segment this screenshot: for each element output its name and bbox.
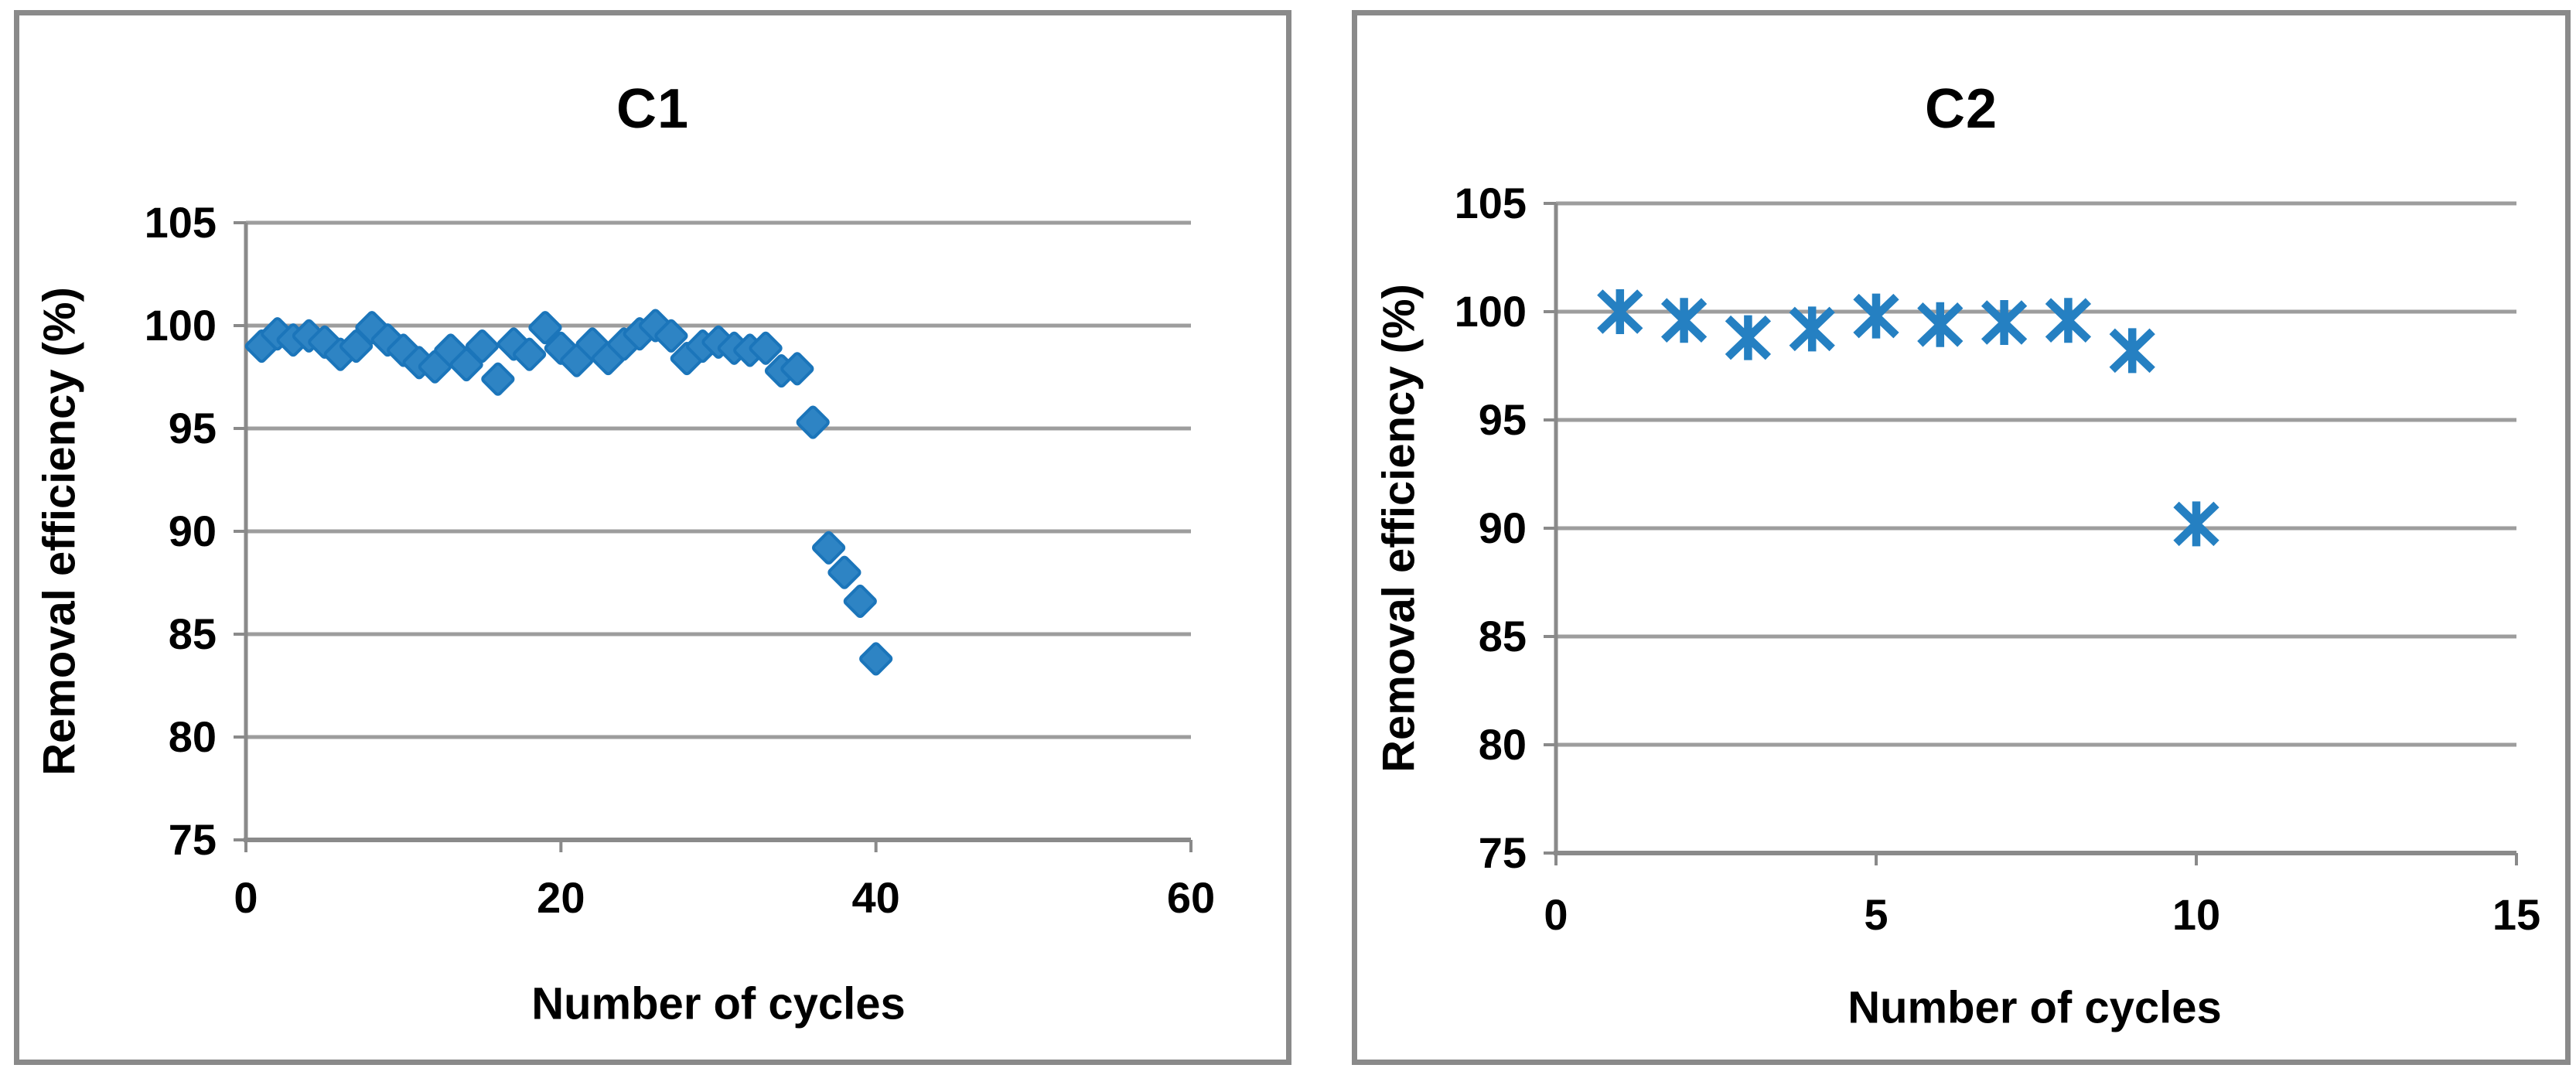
diamond-marker — [654, 319, 688, 353]
x-tick-label: 0 — [234, 873, 258, 922]
y-tick-label: 85 — [169, 609, 217, 658]
chart-title: C2 — [1924, 78, 1998, 140]
diamond-marker — [827, 555, 862, 589]
y-tick-label: 100 — [145, 301, 217, 350]
diamond-marker-shape — [843, 584, 877, 618]
y-tick-label: 105 — [1455, 179, 1527, 227]
asterisk-marker — [1981, 300, 2028, 345]
asterisk-marker — [1660, 298, 1708, 343]
chart-panel-c1: C1 Removal efficiency (%) Number of cycl… — [14, 10, 1291, 1065]
chart-title: C1 — [616, 78, 690, 140]
diamond-marker-shape — [481, 362, 515, 396]
diamond-marker-shape — [465, 329, 500, 363]
y-tick-label: 95 — [169, 404, 217, 452]
diamond-marker — [859, 642, 893, 676]
diamond-marker-shape — [859, 642, 893, 676]
x-tick-label: 60 — [1167, 873, 1215, 922]
x-tick-label: 15 — [2492, 890, 2540, 939]
x-tick-label: 10 — [2172, 890, 2220, 939]
asterisk-marker — [1789, 306, 1835, 352]
asterisk-marker — [2173, 501, 2219, 547]
y-tick-label: 95 — [1479, 395, 1527, 444]
y-tick-label: 80 — [169, 712, 217, 761]
x-tick-label: 5 — [1864, 890, 1888, 939]
diamond-marker — [796, 405, 830, 439]
x-axis-title: Number of cycles — [1848, 982, 2222, 1033]
asterisk-marker — [1597, 289, 1643, 334]
plot-area: 75 80 85 90 95 100 105 0 20 40 60 — [145, 198, 1216, 922]
diamond-marker — [465, 329, 500, 363]
x-axis-title: Number of cycles — [531, 978, 906, 1029]
x-tick-label: 40 — [852, 873, 900, 922]
asterisk-marker — [1917, 302, 1964, 347]
y-tick-label: 100 — [1455, 287, 1527, 336]
diamond-marker — [513, 337, 547, 371]
diamond-marker — [843, 584, 877, 618]
diamond-marker — [481, 362, 515, 396]
asterisk-marker — [1725, 315, 1772, 360]
diamond-marker-shape — [796, 405, 830, 439]
asterisk-marker — [1853, 293, 1899, 339]
diamond-marker — [528, 311, 562, 345]
diamond-marker-shape — [749, 331, 783, 365]
diamond-marker — [780, 352, 814, 386]
asterisk-marker — [2045, 298, 2092, 343]
x-tick-label: 0 — [1544, 890, 1568, 939]
diamond-marker-shape — [812, 531, 846, 565]
plot-area: 75 80 85 90 95 100 105 0 5 10 15 — [1455, 179, 2541, 939]
diamond-marker — [749, 331, 783, 365]
diamond-marker-shape — [780, 352, 814, 386]
diamond-marker-shape — [654, 319, 688, 353]
y-tick-label: 90 — [169, 507, 217, 555]
y-tick-label: 90 — [1479, 503, 1527, 552]
y-tick-label: 85 — [1479, 612, 1527, 660]
diamond-marker-shape — [528, 311, 562, 345]
diamond-marker-shape — [513, 337, 547, 371]
y-tick-label: 75 — [169, 815, 217, 864]
asterisk-marker — [2109, 328, 2155, 374]
y-tick-label: 105 — [145, 198, 217, 247]
chart-panel-c2: C2 Removal efficiency (%) Number of cycl… — [1352, 10, 2571, 1065]
y-tick-label: 75 — [1479, 828, 1527, 877]
diamond-marker-shape — [827, 555, 862, 589]
y-tick-label: 80 — [1479, 720, 1527, 769]
x-tick-label: 20 — [537, 873, 585, 922]
diamond-marker — [812, 531, 846, 565]
